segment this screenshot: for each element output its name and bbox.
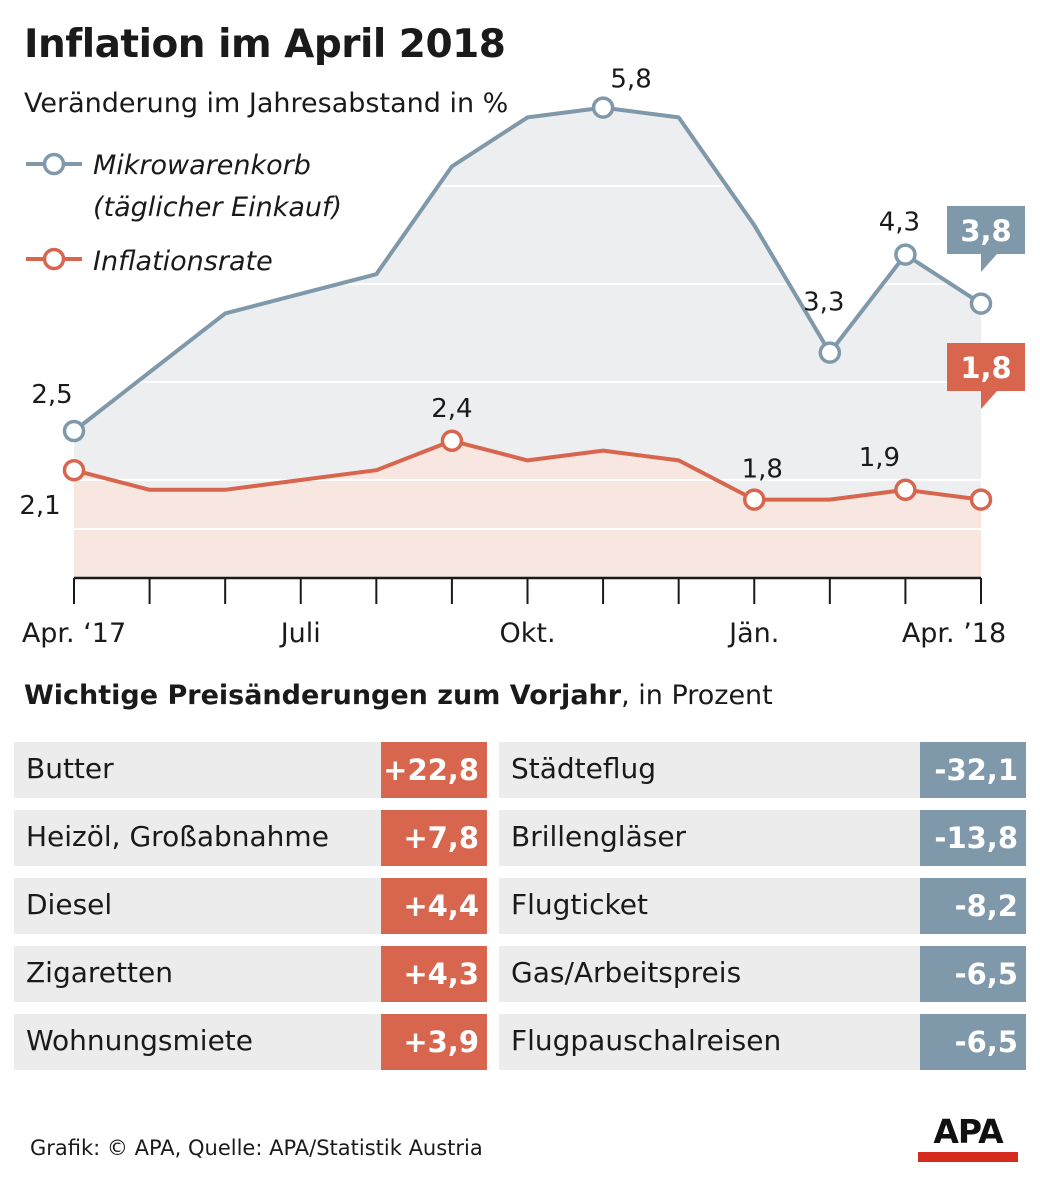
- increase-item-name: Wohnungsmiete: [26, 1024, 254, 1057]
- apa-logo-text: APA: [933, 1112, 1003, 1151]
- decrease-item-value: -6,5: [920, 946, 1026, 1002]
- mikrowarenkorb-marker-11: [894, 243, 917, 266]
- inflationsrate-callout-box: [947, 343, 1025, 391]
- decrease-item-name: Gas/Arbeitspreis: [511, 956, 742, 989]
- increase-item-name: Butter: [26, 752, 114, 785]
- increase-row-4: Wohnungsmiete +3,9: [14, 1014, 487, 1070]
- mikrowarenkorb-callout-value: 3,8: [960, 214, 1011, 248]
- mikrowarenkorb-callout-box: [947, 206, 1025, 254]
- mikrowarenkorb-label-11: 4,3: [879, 208, 920, 238]
- apa-logo: APA: [918, 1114, 1018, 1162]
- increase-item-value: +22,8: [381, 742, 487, 798]
- increase-row-3: Zigaretten +4,3: [14, 946, 487, 1002]
- inflationsrate-label-9: 1,8: [742, 455, 783, 485]
- increase-row-0: Butter +22,8: [14, 742, 487, 798]
- decrease-item-name: Städteflug: [511, 752, 657, 785]
- increase-item-value: +4,3: [381, 946, 487, 1002]
- increase-item-name: Heizöl, Großabnahme: [26, 820, 329, 853]
- inflationsrate-marker-9: [743, 488, 766, 511]
- increase-row-1: Heizöl, Großabnahme +7,8: [14, 810, 487, 866]
- increase-item-name: Zigaretten: [26, 956, 173, 989]
- inflationsrate-label-11: 1,9: [859, 443, 900, 473]
- inflationsrate-marker-12: [969, 488, 993, 511]
- inflationsrate-callout-pointer: [981, 391, 997, 409]
- legend-mikrowarenkorb-sublabel: (täglicher Einkauf): [93, 192, 342, 223]
- inflationsrate-marker-5: [440, 429, 464, 453]
- apa-logo-bar: [918, 1152, 1018, 1162]
- mikrowarenkorb-marker-10: [818, 341, 842, 364]
- inflationsrate-area: [74, 440, 981, 578]
- x-tick-label-9: Jän.: [727, 618, 779, 649]
- source-credit: Grafik: © APA, Quelle: APA/Statistik Aus…: [30, 1136, 483, 1160]
- inflationsrate-marker-11: [894, 478, 917, 502]
- line-chart: Apr. ‘17 Juli Okt. Jän. Apr. ’18 2,5 5,8 3,3 4,3…: [19, 65, 1025, 649]
- mikrowarenkorb-label-10: 3,3: [803, 288, 844, 318]
- decrease-item-value: -32,1: [920, 742, 1026, 798]
- mikrowarenkorb-callout-pointer: [981, 254, 997, 272]
- chart-title: Inflation im April 2018: [24, 22, 506, 67]
- x-tick-label-0: Apr. ‘17: [22, 618, 126, 649]
- decrease-item-name: Flugticket: [511, 888, 648, 921]
- inflationsrate-callout-value: 1,8: [960, 351, 1011, 385]
- increase-item-value: +4,4: [381, 878, 487, 934]
- table-title-bold: Wichtige Preisänderungen zum Vorjahr: [24, 680, 622, 711]
- chart-subtitle: Veränderung im Jahresabstand in %: [24, 88, 509, 119]
- decrease-row-1: Brillengläser -13,8: [499, 810, 1026, 866]
- decrease-row-2: Flugticket -8,2: [499, 878, 1026, 934]
- decrease-row-0: Städteflug -32,1: [499, 742, 1026, 798]
- mikrowarenkorb-label-0: 2,5: [31, 380, 72, 410]
- x-tick-label-12: Apr. ’18: [902, 618, 1006, 649]
- legend-inflationsrate-marker: [42, 247, 66, 271]
- increase-item-name: Diesel: [26, 888, 113, 921]
- x-tick-label-3: Juli: [279, 618, 321, 649]
- inflationsrate-label-0: 2,1: [19, 491, 60, 521]
- legend-mikrowarenkorb-label: Mikrowarenkorb: [93, 150, 311, 181]
- mikrowarenkorb-marker-0: [62, 419, 86, 443]
- decrease-item-name: Brillengläser: [511, 820, 687, 853]
- mikrowarenkorb-marker-7: [591, 96, 615, 119]
- table-title-rest: , in Prozent: [621, 680, 773, 711]
- inflationsrate-label-5: 2,4: [431, 394, 472, 424]
- mikrowarenkorb-marker-12: [969, 292, 993, 315]
- x-tick-label-6: Okt.: [499, 618, 555, 649]
- table-title: Wichtige Preisänderungen zum Vorjahr, in…: [24, 680, 773, 711]
- decrease-item-value: -8,2: [920, 878, 1026, 934]
- legend-mikrowarenkorb-marker: [42, 152, 66, 176]
- legend-inflationsrate-label: Inflationsrate: [93, 246, 273, 277]
- decrease-item-value: -6,5: [920, 1014, 1026, 1070]
- decrease-row-4: Flugpauschalreisen -6,5: [499, 1014, 1026, 1070]
- inflationsrate-marker-0: [62, 458, 86, 482]
- decrease-item-value: -13,8: [920, 810, 1026, 866]
- decrease-item-name: Flugpauschalreisen: [511, 1024, 782, 1057]
- mikrowarenkorb-label-7: 5,8: [610, 65, 651, 95]
- inflationsrate-line: [73, 438, 982, 502]
- increase-item-value: +3,9: [381, 1014, 487, 1070]
- increase-item-value: +7,8: [381, 810, 487, 866]
- decrease-row-3: Gas/Arbeitspreis -6,5: [499, 946, 1026, 1002]
- increase-row-2: Diesel +4,4: [14, 878, 487, 934]
